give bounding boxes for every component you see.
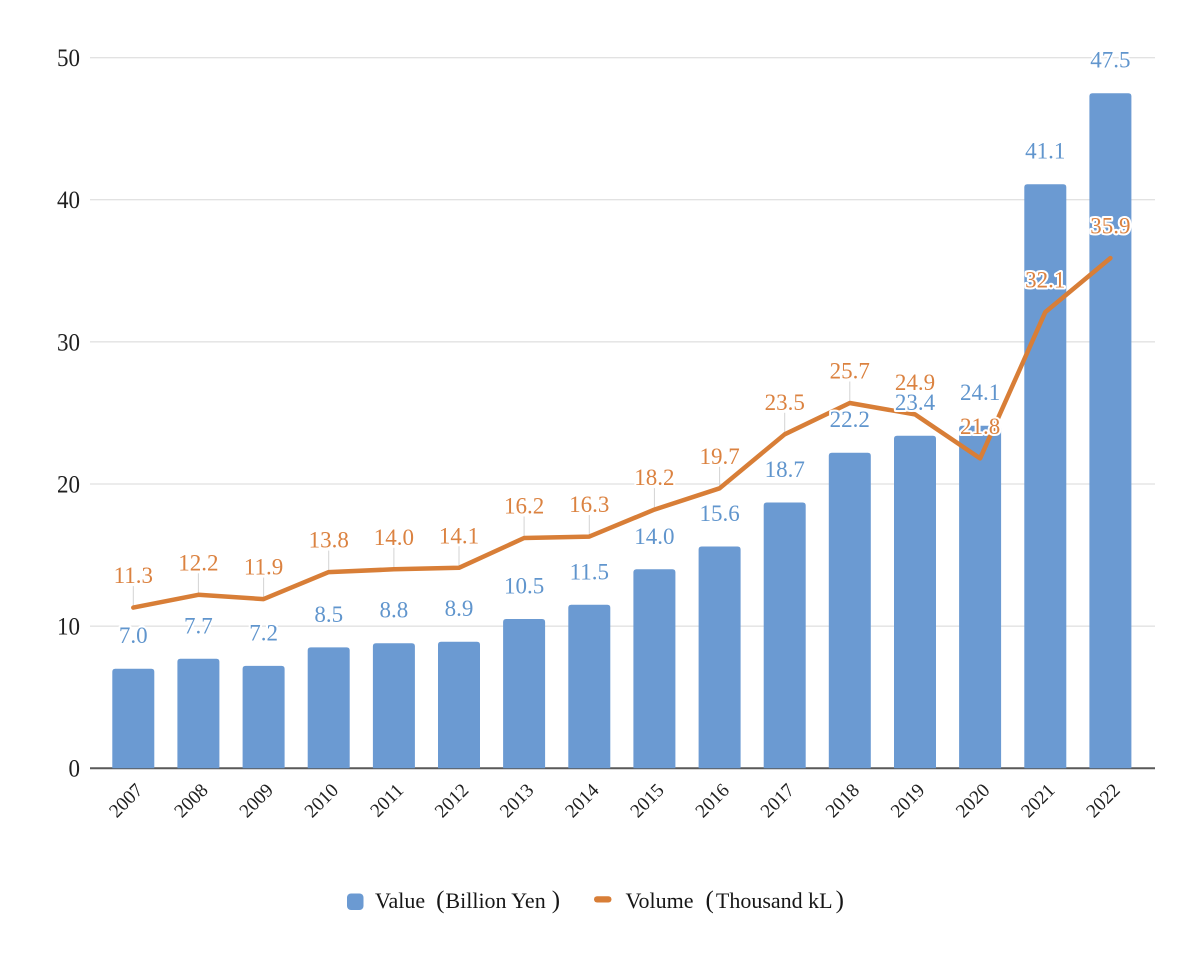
svg-text:25.7: 25.7 — [830, 359, 870, 384]
svg-text:50: 50 — [57, 43, 80, 72]
svg-text:22.2: 22.2 — [830, 407, 870, 432]
svg-text:10: 10 — [57, 612, 80, 641]
svg-text:40: 40 — [57, 185, 80, 214]
svg-text:14.0: 14.0 — [634, 524, 674, 549]
svg-text:7.2: 7.2 — [249, 620, 278, 645]
svg-text:Value(Billion Yen): Value (Billion Yen) — [375, 887, 560, 914]
svg-text:7.7: 7.7 — [184, 613, 213, 638]
svg-text:12.2: 12.2 — [178, 550, 218, 575]
svg-text:8.9: 8.9 — [445, 596, 474, 621]
svg-text:35.9: 35.9 — [1090, 214, 1130, 239]
svg-text:23.4: 23.4 — [895, 390, 936, 415]
svg-text:14.0: 14.0 — [374, 525, 414, 550]
svg-text:10.5: 10.5 — [504, 574, 544, 599]
svg-text:30: 30 — [57, 327, 80, 356]
svg-text:23.5: 23.5 — [765, 390, 805, 415]
svg-text:16.3: 16.3 — [569, 492, 609, 517]
svg-text:47.5: 47.5 — [1090, 48, 1130, 73]
svg-text:14.1: 14.1 — [439, 523, 479, 548]
svg-text:21.8: 21.8 — [960, 414, 1000, 439]
svg-text:Volume(Thousand kL): Volume (Thousand kL) — [626, 887, 844, 914]
svg-text:11.3: 11.3 — [114, 563, 153, 588]
svg-text:13.8: 13.8 — [309, 528, 349, 553]
svg-text:11.9: 11.9 — [244, 555, 283, 580]
svg-text:32.1: 32.1 — [1025, 268, 1065, 293]
svg-text:18.7: 18.7 — [765, 457, 805, 482]
svg-text:0: 0 — [69, 754, 81, 783]
svg-text:7.0: 7.0 — [119, 623, 148, 648]
svg-text:15.6: 15.6 — [699, 501, 739, 526]
svg-text:8.5: 8.5 — [314, 602, 343, 627]
svg-text:8.8: 8.8 — [380, 598, 409, 623]
svg-text:19.7: 19.7 — [699, 444, 739, 469]
svg-text:24.1: 24.1 — [960, 380, 1000, 405]
svg-text:20: 20 — [57, 469, 80, 498]
svg-text:11.5: 11.5 — [570, 559, 609, 584]
svg-text:16.2: 16.2 — [504, 494, 544, 519]
svg-text:24.9: 24.9 — [895, 370, 935, 395]
svg-text:18.2: 18.2 — [634, 465, 674, 490]
svg-text:41.1: 41.1 — [1025, 139, 1065, 164]
